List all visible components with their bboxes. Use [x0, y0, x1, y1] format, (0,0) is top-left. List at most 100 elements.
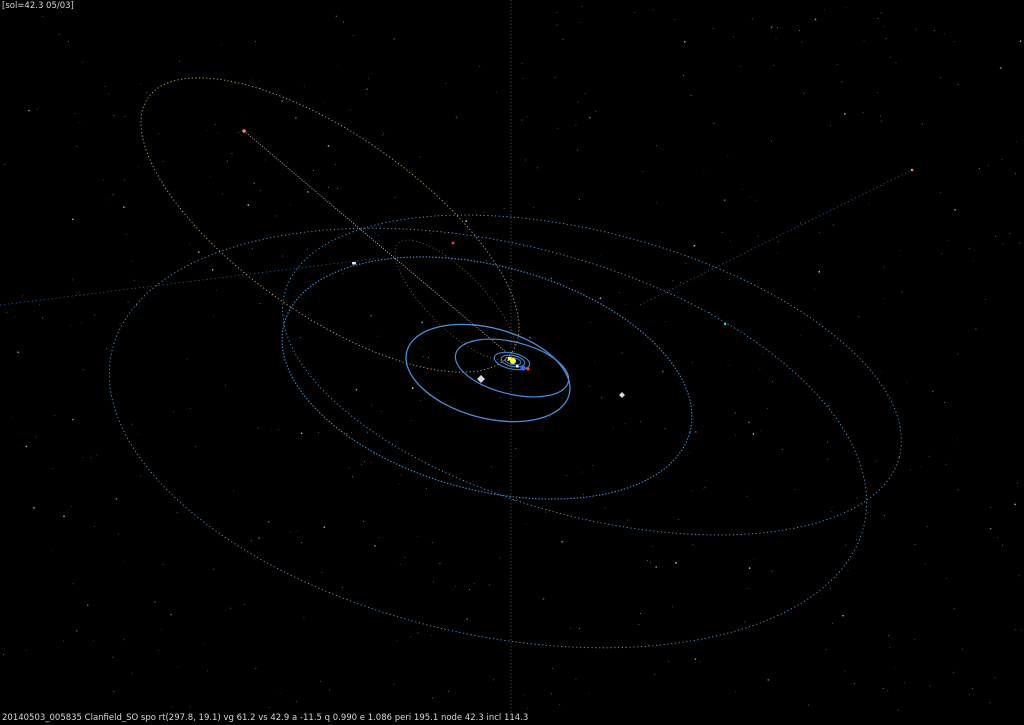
star: [531, 270, 533, 271]
star: [582, 471, 583, 473]
star: [499, 397, 501, 398]
star: [770, 26, 773, 29]
star: [562, 38, 564, 40]
star: [217, 132, 219, 134]
star: [733, 36, 734, 38]
star: [713, 122, 715, 124]
star: [803, 92, 805, 94]
star: [773, 65, 774, 66]
star: [704, 487, 706, 488]
meteoroid-marker[interactable]: [242, 129, 246, 133]
star: [985, 299, 987, 300]
star: [953, 671, 954, 673]
star: [124, 116, 126, 118]
star: [655, 566, 657, 568]
star: [447, 690, 449, 692]
star: [455, 586, 457, 587]
star: [93, 640, 94, 642]
star: [800, 222, 801, 224]
star: [945, 463, 947, 465]
star: [556, 12, 558, 13]
star: [349, 109, 351, 111]
star: [1, 648, 3, 649]
star: [327, 145, 330, 147]
star: [650, 561, 651, 563]
star: [260, 87, 261, 89]
orbit-parameters-readout: 20140503_005835 Clanfield_SO spo rt(297.…: [2, 713, 529, 723]
star: [469, 589, 470, 590]
star: [76, 630, 78, 632]
star: [520, 333, 522, 335]
saturn[interactable]: [619, 392, 625, 398]
star: [371, 72, 373, 74]
mars[interactable]: [526, 367, 530, 371]
star: [6, 312, 8, 314]
star: [767, 679, 769, 681]
sun-marker: [508, 357, 512, 361]
star: [282, 255, 283, 257]
star: [115, 498, 118, 500]
star: [124, 179, 125, 181]
star: [590, 322, 591, 323]
star: [160, 629, 162, 630]
star: [371, 404, 372, 406]
star: [295, 117, 297, 119]
star: [79, 290, 80, 292]
star: [734, 434, 736, 436]
star: [422, 356, 424, 357]
outer-body-marker[interactable]: [910, 168, 914, 172]
star: [895, 62, 897, 64]
star: [665, 321, 666, 322]
star: [558, 282, 560, 284]
star: [578, 628, 580, 629]
star: [592, 465, 594, 466]
star: [746, 495, 748, 497]
star: [735, 691, 736, 692]
star: [131, 423, 133, 425]
jupiter[interactable]: [477, 375, 485, 383]
star: [618, 319, 620, 321]
venus-marker[interactable]: [516, 365, 519, 368]
star: [484, 323, 486, 325]
star: [880, 372, 882, 373]
star: [318, 432, 319, 433]
star: [883, 266, 885, 268]
star: [601, 397, 603, 399]
star: [800, 334, 802, 336]
star: [434, 192, 436, 194]
star: [867, 512, 869, 513]
star: [545, 642, 546, 644]
star: [119, 323, 121, 324]
uranus[interactable]: [352, 262, 356, 265]
neptune[interactable]: [451, 241, 455, 245]
star: [28, 109, 30, 112]
star: [189, 242, 190, 244]
star: [772, 381, 773, 382]
star: [904, 682, 905, 684]
star: [68, 41, 69, 42]
star: [404, 557, 406, 558]
star: [136, 304, 137, 306]
star: [14, 316, 16, 318]
star: [171, 706, 173, 708]
star: [858, 316, 860, 317]
star: [301, 542, 302, 543]
star: [177, 666, 179, 668]
star: [473, 583, 475, 585]
star: [198, 251, 200, 253]
star: [727, 365, 729, 366]
star: [1009, 232, 1011, 234]
star: [231, 153, 233, 154]
earth[interactable]: [520, 365, 526, 371]
star: [113, 691, 115, 692]
star: [1016, 141, 1017, 143]
star: [170, 613, 172, 616]
star: [690, 95, 692, 96]
star: [929, 685, 931, 687]
star: [898, 709, 899, 711]
blue-body-marker[interactable]: [723, 322, 727, 326]
star: [579, 199, 580, 200]
star: [1001, 159, 1003, 160]
star: [693, 405, 695, 406]
